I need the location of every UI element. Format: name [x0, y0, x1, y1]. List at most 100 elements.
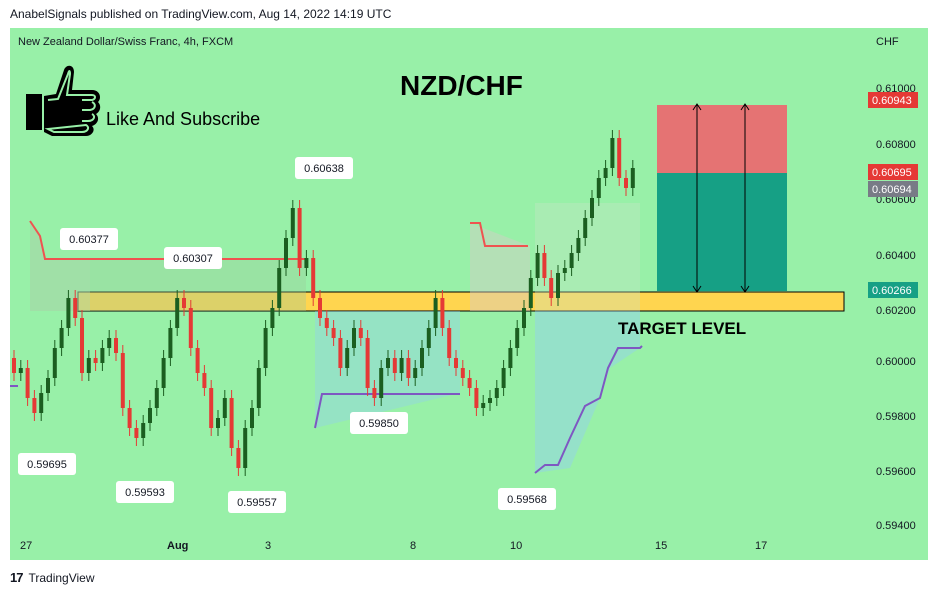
candle-body: [148, 408, 152, 423]
candle-body: [365, 338, 370, 388]
candle-body: [243, 428, 248, 468]
candle-body: [460, 368, 465, 378]
candle-body: [590, 198, 594, 218]
chart[interactable]: New Zealand Dollar/Swiss Franc, 4h, FXCM…: [10, 28, 928, 560]
candle-body: [222, 398, 227, 418]
price-tag-0.60694: 0.60694: [872, 184, 912, 196]
channel-shade-6: [535, 203, 640, 311]
candle-body: [372, 388, 377, 398]
callout-0.59593: 0.59593: [116, 481, 174, 503]
candle-body: [290, 208, 295, 238]
candle-body: [284, 238, 288, 268]
candle-body: [304, 258, 309, 268]
candle-body: [216, 418, 220, 428]
candle-body: [114, 338, 118, 353]
candle-body: [86, 358, 91, 373]
promo-text: Like And Subscribe: [106, 109, 260, 129]
candle-body: [338, 338, 343, 368]
candle-body: [107, 338, 112, 348]
candle-body: [229, 398, 234, 448]
candle-body: [501, 368, 506, 388]
candle-body: [494, 388, 499, 398]
candle-body: [440, 298, 445, 328]
thumbs-up-icon: [26, 65, 101, 136]
candle-body: [66, 298, 71, 328]
svg-text:0.59593: 0.59593: [125, 487, 165, 499]
candle-body: [161, 358, 166, 388]
candle-body: [358, 328, 363, 338]
price-tag-bg-0.60695: [868, 164, 918, 180]
candle-body: [73, 298, 78, 318]
candle-body: [168, 328, 173, 358]
channel-shade-5: [535, 311, 640, 473]
support-line-1: [314, 393, 460, 429]
candle-body: [522, 308, 526, 328]
candle-body: [488, 398, 492, 403]
candle-body: [100, 348, 105, 363]
candle-body: [345, 348, 350, 368]
y-tick-0.60400: 0.60400: [876, 250, 916, 262]
candle-body: [297, 208, 302, 268]
candle-body: [556, 273, 560, 298]
callout-0.59557: 0.59557: [228, 491, 286, 513]
callout-0.60638: 0.60638: [295, 157, 353, 179]
x-tick-3: 3: [265, 540, 271, 552]
x-tick-10: 10: [510, 540, 522, 552]
candle-body: [426, 328, 431, 348]
candle-body: [18, 368, 23, 373]
candle-body: [324, 318, 329, 328]
candle-body: [481, 403, 486, 408]
candle-body: [454, 358, 458, 368]
x-tick-15: 15: [655, 540, 667, 552]
chart-svg[interactable]: New Zealand Dollar/Swiss Franc, 4h, FXCM…: [10, 28, 928, 560]
candle-body: [154, 388, 159, 408]
candle-body: [195, 348, 200, 373]
candle-body: [263, 328, 268, 368]
svg-text:0.59850: 0.59850: [359, 418, 399, 430]
candle-body: [141, 423, 146, 438]
candle-body: [80, 318, 84, 373]
candle-body: [433, 298, 438, 328]
candle-body: [352, 328, 356, 348]
candle-body: [447, 328, 452, 358]
support-line-2: [534, 345, 643, 474]
candle-body: [311, 258, 316, 298]
callout-0.60377: 0.60377: [60, 228, 118, 250]
candle-body: [467, 378, 472, 388]
candle-body: [25, 368, 30, 398]
candle-body: [508, 348, 513, 368]
symbol-label: New Zealand Dollar/Swiss Franc, 4h, FXCM: [18, 36, 233, 48]
trade-arrowheads-1: [692, 103, 702, 293]
candle-body: [420, 348, 424, 368]
candle-body: [528, 278, 533, 308]
y-tick-0.60000: 0.60000: [876, 356, 916, 368]
candles: [12, 130, 635, 476]
svg-text:0.59568: 0.59568: [507, 494, 547, 506]
y-axis[interactable]: 0.610000.608000.606000.604000.602000.600…: [876, 83, 916, 532]
candle-body: [624, 178, 628, 188]
x-tick-8: 8: [410, 540, 416, 552]
candle-body: [331, 328, 336, 338]
x-tick-27: 27: [20, 540, 32, 552]
candle-body: [39, 393, 44, 413]
price-tag-0.60266: 0.60266: [872, 285, 912, 297]
candle-body: [182, 298, 186, 308]
x-axis[interactable]: 27 Aug 3 8 10 15 17: [20, 540, 767, 552]
candle-body: [236, 448, 241, 468]
candle-body: [542, 253, 547, 278]
callout-0.59695: 0.59695: [18, 453, 76, 475]
candle-body: [515, 328, 520, 348]
candle-body: [12, 358, 16, 373]
candle-body: [549, 278, 554, 298]
candle-body: [583, 218, 588, 238]
trade-arrowheads-2: [740, 103, 750, 293]
y-tick-0.59600: 0.59600: [876, 466, 916, 478]
candle-body: [256, 368, 261, 408]
candle-body: [188, 308, 193, 348]
tradingview-logo-icon[interactable]: 17: [10, 570, 24, 585]
candle-body: [46, 378, 50, 393]
candle-body: [127, 408, 132, 428]
candle-body: [250, 408, 254, 428]
candle-body: [120, 353, 125, 408]
footer-brand[interactable]: TradingView: [28, 570, 95, 585]
